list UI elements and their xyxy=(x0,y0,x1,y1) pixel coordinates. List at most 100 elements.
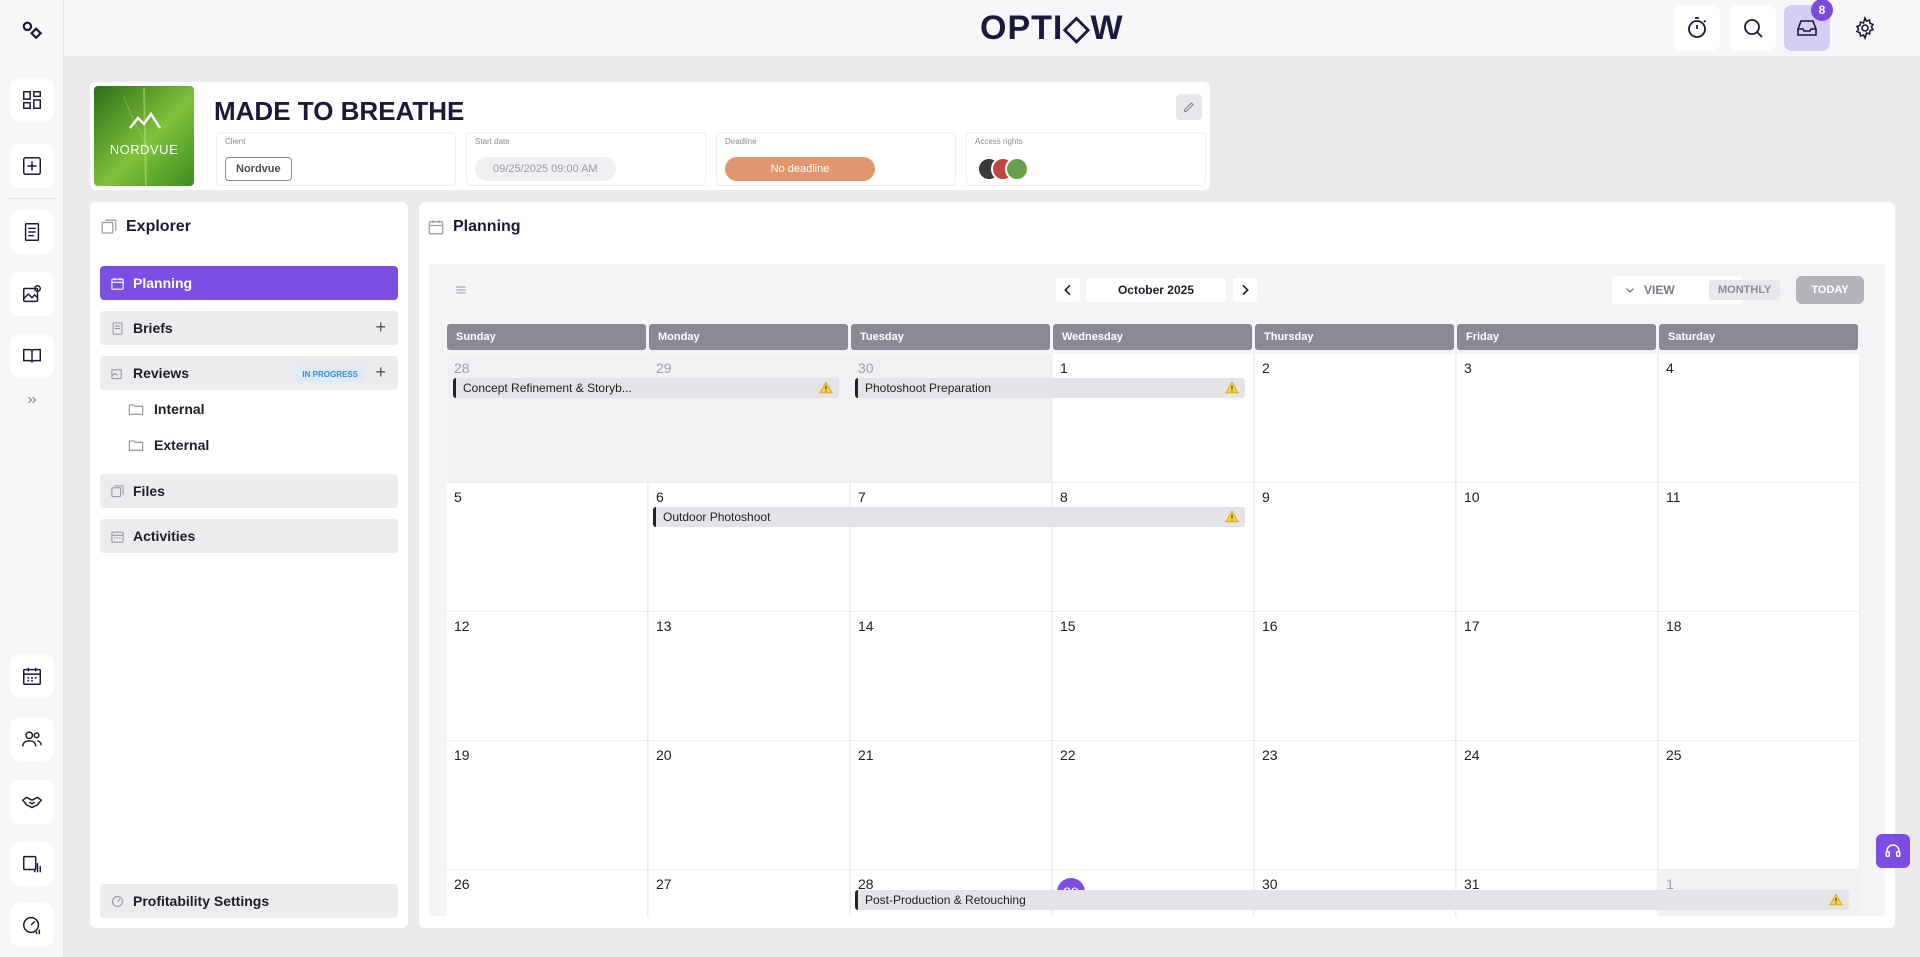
inbox-button[interactable]: 8 xyxy=(1784,0,1833,51)
day-cell[interactable]: 27 xyxy=(649,870,850,916)
calendar-event[interactable]: Outdoor Photoshoot xyxy=(653,507,1245,527)
day-cell[interactable]: 7 xyxy=(851,483,1052,612)
day-cell[interactable]: 28 xyxy=(447,354,648,483)
day-number: 23 xyxy=(1262,747,1278,763)
next-month-button[interactable] xyxy=(1233,278,1257,302)
day-cell[interactable]: 30 xyxy=(851,354,1052,483)
planning-panel: Planning October 2025 VIEW MONTHLY TODAY… xyxy=(419,202,1895,928)
team-icon[interactable] xyxy=(10,717,54,761)
gear-icon[interactable] xyxy=(1842,5,1888,51)
day-cell[interactable]: 29 xyxy=(649,354,850,483)
search-icon[interactable] xyxy=(1730,5,1776,51)
explorer-title: Explorer xyxy=(100,218,191,236)
day-cell[interactable]: 5 xyxy=(447,483,648,612)
calendar-event[interactable]: Concept Refinement & Storyb... xyxy=(453,378,839,398)
day-number: 27 xyxy=(656,876,672,892)
deadline-chip[interactable]: No deadline xyxy=(725,157,875,181)
media-library-icon[interactable] xyxy=(10,272,54,316)
stopwatch-icon[interactable] xyxy=(1674,5,1720,51)
day-cell[interactable]: 14 xyxy=(851,612,1052,741)
reports-icon[interactable] xyxy=(10,842,54,886)
calendar-icon[interactable] xyxy=(10,654,54,698)
day-cell[interactable]: 10 xyxy=(1457,483,1658,612)
start-date-value[interactable]: 09/25/2025 09:00 AM xyxy=(475,157,616,181)
add-review-button[interactable]: + xyxy=(375,362,386,382)
client-chip[interactable]: Nordvue xyxy=(225,157,292,181)
current-month-label: October 2025 xyxy=(1086,278,1226,302)
day-cell[interactable]: 9 xyxy=(1255,483,1456,612)
documents-icon[interactable] xyxy=(10,210,54,254)
day-cell[interactable]: 23 xyxy=(1255,741,1456,870)
nav-planning[interactable]: Planning xyxy=(100,266,398,300)
handshake-icon[interactable] xyxy=(10,780,54,824)
chevron-down-icon xyxy=(1626,288,1634,293)
nav-review-internal[interactable]: Internal xyxy=(128,394,205,424)
nav-reviews[interactable]: Reviews IN PROGRESS + xyxy=(100,356,398,390)
today-button[interactable]: TODAY xyxy=(1796,276,1864,304)
day-cell[interactable]: 16 xyxy=(1255,612,1456,741)
nav-profitability-settings[interactable]: Profitability Settings xyxy=(100,884,398,918)
nav-activities[interactable]: Activities xyxy=(100,519,398,553)
day-number: 31 xyxy=(1464,876,1480,892)
day-cell[interactable]: 13 xyxy=(649,612,850,741)
deadline-field: Deadline No deadline xyxy=(716,132,956,186)
day-cell[interactable]: 4 xyxy=(1659,354,1860,483)
view-mode-value[interactable]: MONTHLY xyxy=(1709,280,1781,300)
day-cell[interactable]: 2 xyxy=(1255,354,1456,483)
day-number: 12 xyxy=(454,618,470,634)
calendar-event[interactable]: Post-Production & Retouching xyxy=(855,890,1849,910)
day-cell[interactable]: 25 xyxy=(1659,741,1860,870)
day-cell[interactable]: 26 xyxy=(447,870,648,916)
support-chat-button[interactable] xyxy=(1876,834,1910,868)
day-cell[interactable]: 15 xyxy=(1053,612,1254,741)
analytics-icon[interactable] xyxy=(10,903,54,947)
day-number: 9 xyxy=(1262,489,1270,505)
day-cell[interactable]: 8 xyxy=(1053,483,1254,612)
activities-icon xyxy=(111,531,124,543)
day-cell[interactable]: 21 xyxy=(851,741,1052,870)
day-cell[interactable]: 18 xyxy=(1659,612,1860,741)
view-label: VIEW xyxy=(1644,283,1675,297)
add-brief-button[interactable]: + xyxy=(375,317,386,337)
weekday-label: Sunday xyxy=(447,324,646,350)
nav-briefs[interactable]: Briefs + xyxy=(100,311,398,345)
day-cell[interactable]: 17 xyxy=(1457,612,1658,741)
warning-icon xyxy=(1225,510,1239,523)
day-cell[interactable]: 11 xyxy=(1659,483,1860,612)
day-cell[interactable]: 19 xyxy=(447,741,648,870)
day-number: 6 xyxy=(656,489,664,505)
previous-month-button[interactable] xyxy=(1056,278,1080,302)
nav-files-label: Files xyxy=(133,483,165,499)
day-cell[interactable]: 6 xyxy=(649,483,850,612)
access-rights-label: Access rights xyxy=(975,137,1023,146)
day-cell[interactable]: 20 xyxy=(649,741,850,870)
dashboard-icon[interactable] xyxy=(10,78,54,122)
calendar-menu-button[interactable] xyxy=(449,278,473,302)
nav-files[interactable]: Files xyxy=(100,474,398,508)
calendar-event[interactable]: Photoshoot Preparation xyxy=(855,378,1245,398)
day-cell[interactable]: 1 xyxy=(1053,354,1254,483)
day-cell[interactable]: 3 xyxy=(1457,354,1658,483)
day-cell[interactable]: 24 xyxy=(1457,741,1658,870)
day-number: 29 xyxy=(656,360,672,376)
day-cell[interactable]: 22 xyxy=(1053,741,1254,870)
day-number: 14 xyxy=(858,618,874,634)
internal-label: Internal xyxy=(154,401,205,417)
day-number: 1 xyxy=(1060,360,1068,376)
book-icon[interactable] xyxy=(10,334,54,378)
day-number: 15 xyxy=(1060,618,1076,634)
calendar-grid: 28 29 30 1 2 3 4 5 6 7 8 9 10 11 12 13 1… xyxy=(447,354,1860,916)
event-title: Post-Production & Retouching xyxy=(865,893,1026,907)
nav-activities-label: Activities xyxy=(133,528,196,544)
planning-title: Planning xyxy=(427,218,521,236)
nav-review-external[interactable]: External xyxy=(128,430,209,460)
day-cell[interactable]: 12 xyxy=(447,612,648,741)
client-field: Client Nordvue xyxy=(216,132,456,186)
app-logo-icon[interactable] xyxy=(10,8,54,52)
add-project-icon[interactable] xyxy=(10,144,54,188)
event-title: Outdoor Photoshoot xyxy=(663,510,771,524)
edit-project-button[interactable] xyxy=(1176,94,1202,120)
expand-rail-icon[interactable] xyxy=(10,378,54,422)
folder-icon xyxy=(128,404,144,415)
inbox-icon xyxy=(1797,20,1817,36)
